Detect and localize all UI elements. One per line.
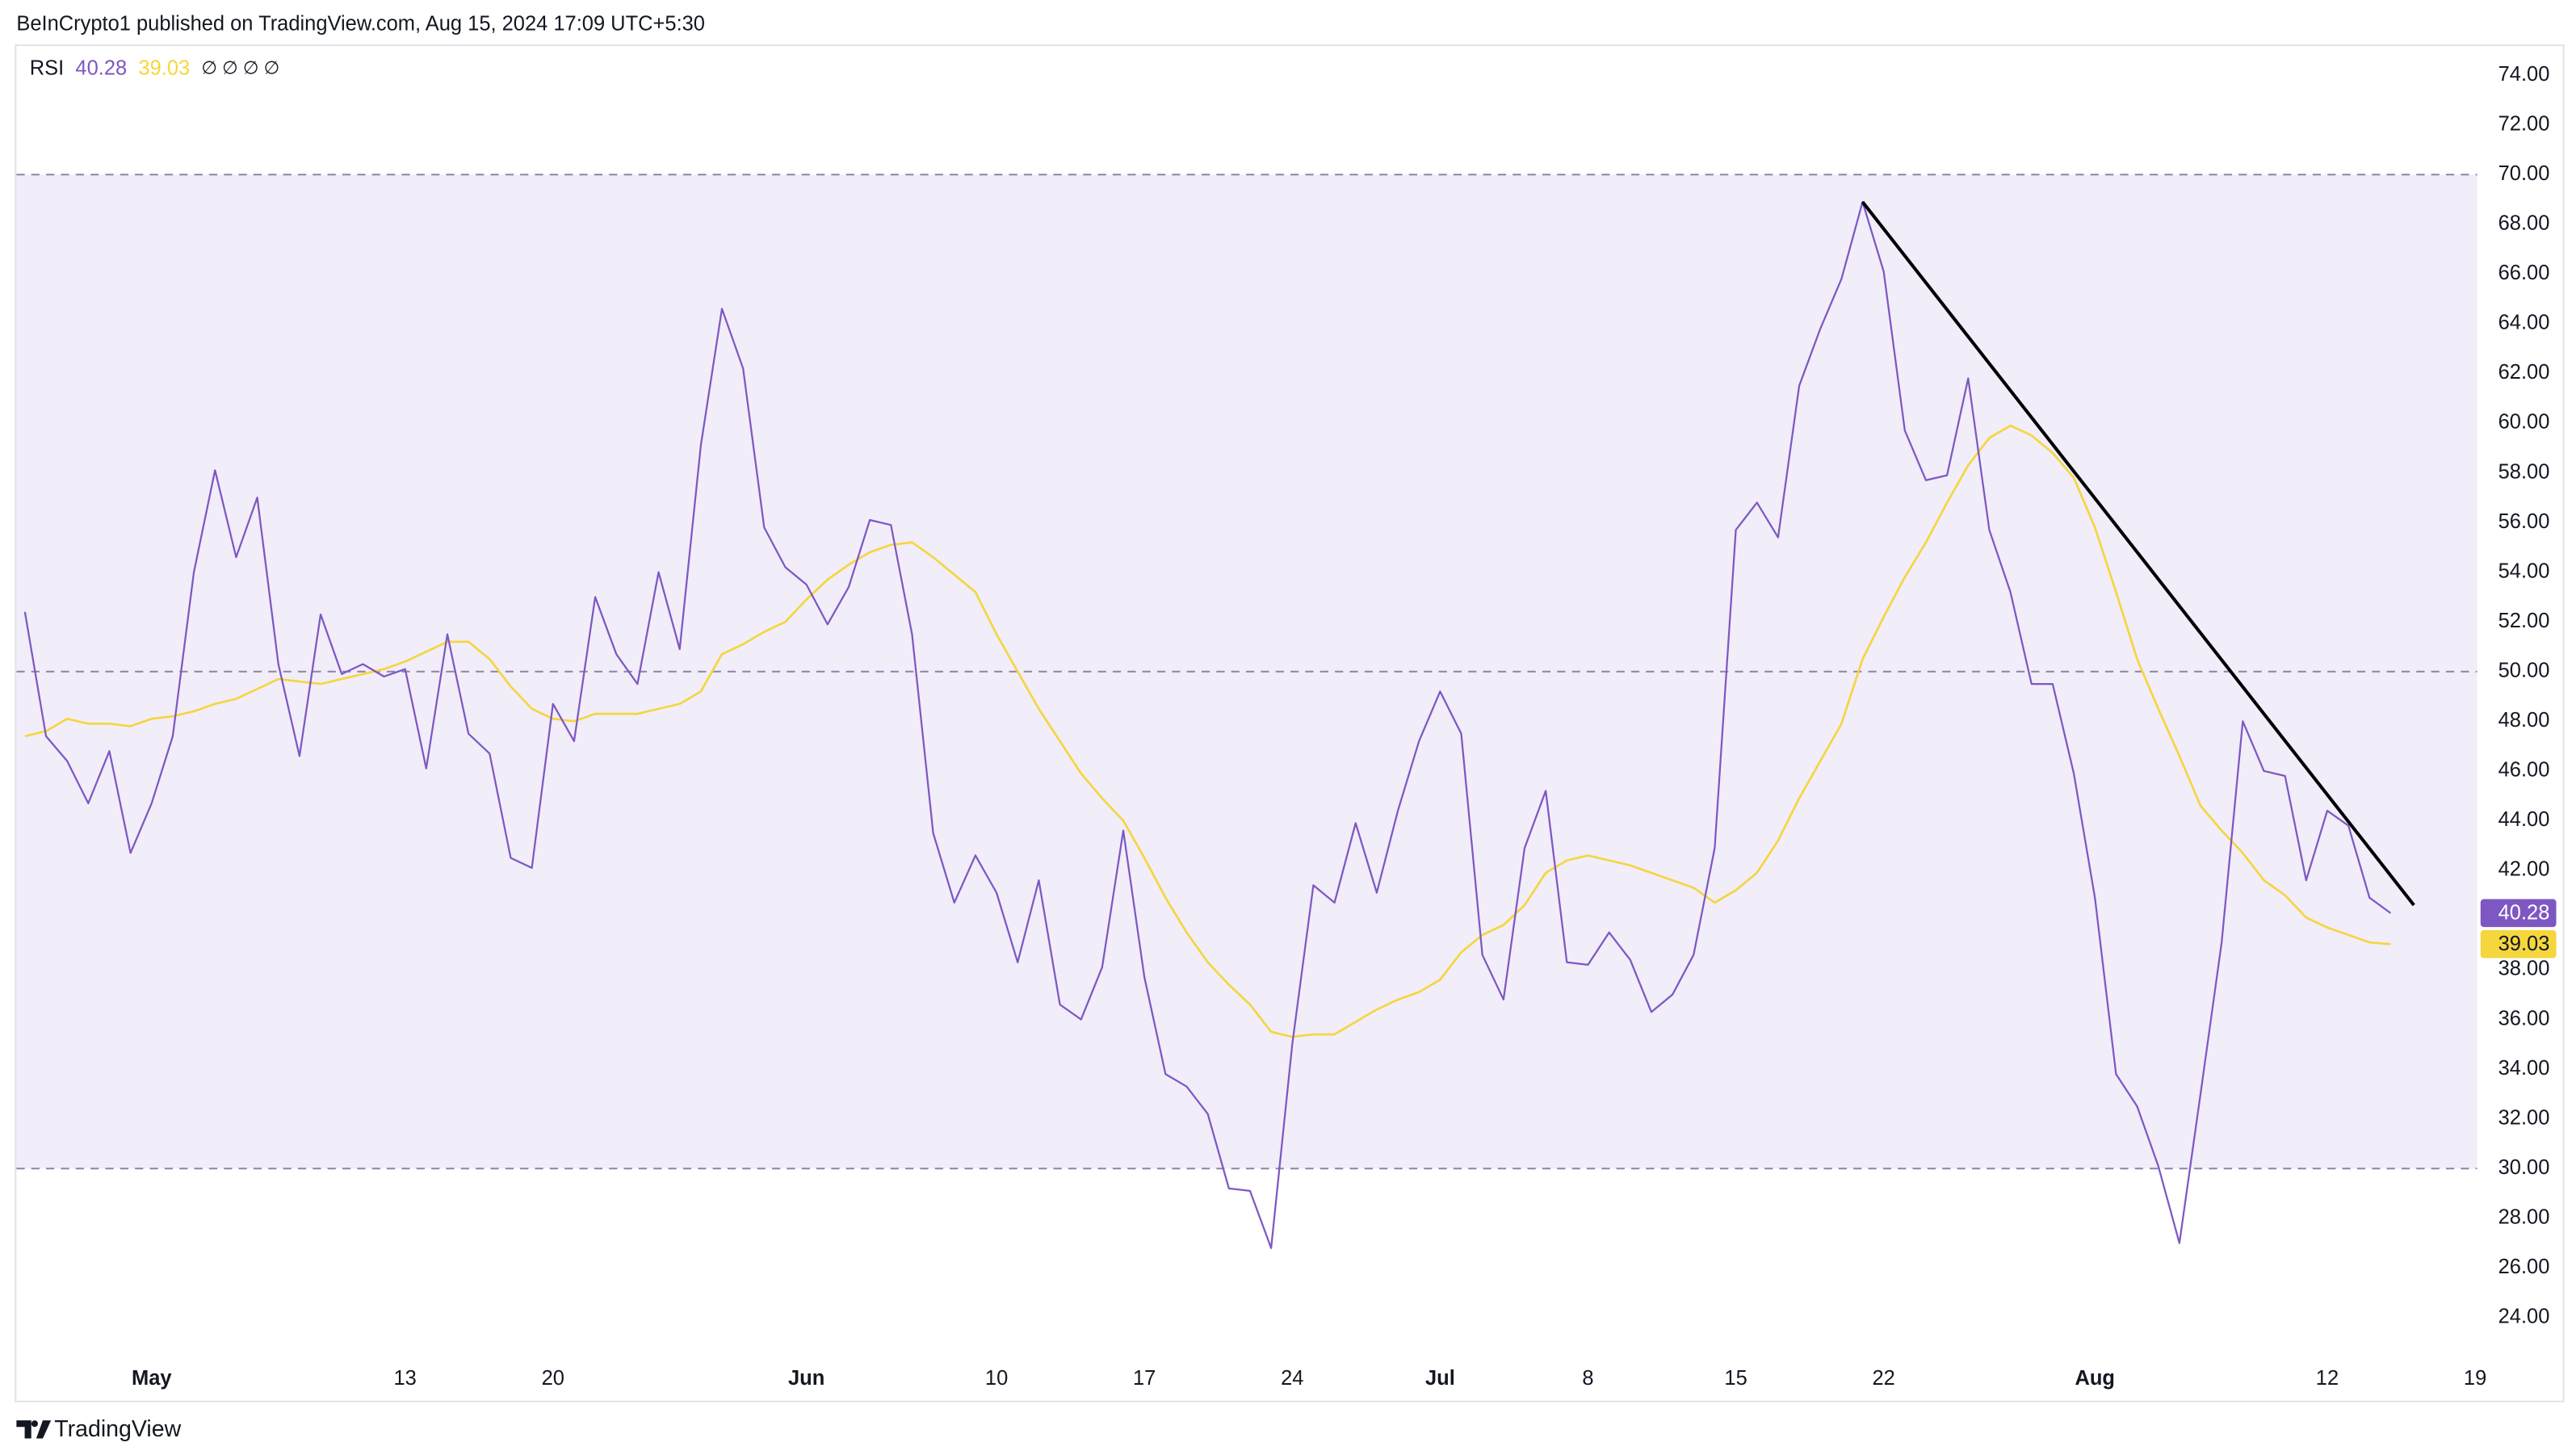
- y-tick-label: 72.00: [2498, 112, 2550, 135]
- y-tick-label: 44.00: [2498, 808, 2550, 831]
- y-tick-label: 50.00: [2498, 659, 2550, 681]
- y-tick-label: 52.00: [2498, 610, 2550, 632]
- x-tick-label: Jul: [1425, 1367, 1455, 1390]
- publish-header: BeInCrypto1 published on TradingView.com…: [16, 12, 705, 35]
- y-tick-label: 60.00: [2498, 411, 2550, 434]
- pane-border: [15, 44, 2565, 1403]
- last-value-label: 39.03: [2498, 933, 2550, 955]
- y-tick-label: 66.00: [2498, 262, 2550, 284]
- plot-layer: [16, 174, 2477, 1249]
- x-tick-label: 12: [2316, 1367, 2339, 1390]
- tv-logo: [16, 1420, 52, 1439]
- y-tick-label: 38.00: [2498, 958, 2550, 980]
- y-tick-label: 48.00: [2498, 709, 2550, 732]
- x-tick-label: 15: [1724, 1367, 1747, 1390]
- legend-value: 39.03: [138, 57, 190, 79]
- y-tick-label: 24.00: [2498, 1306, 2550, 1328]
- x-tick-label: 8: [1582, 1367, 1593, 1390]
- trendline: [1861, 200, 2415, 907]
- x-tick-label: 22: [1873, 1367, 1895, 1390]
- y-tick-label: 54.00: [2498, 560, 2550, 582]
- y-tick-label: 68.00: [2498, 212, 2550, 235]
- x-tick-label: 17: [1133, 1367, 1156, 1390]
- series-line: [24, 424, 2391, 1038]
- y-tick-label: 64.00: [2498, 312, 2550, 334]
- x-tick-label: 19: [2464, 1367, 2486, 1390]
- legend-icons: ∅ ∅ ∅ ∅: [201, 58, 279, 78]
- y-tick-label: 62.00: [2498, 361, 2550, 384]
- y-tick-label: 36.00: [2498, 1007, 2550, 1029]
- x-tick-label: 10: [985, 1367, 1008, 1390]
- last-value-box: [2480, 929, 2557, 958]
- series-line: [23, 200, 2392, 1249]
- y-tick-label: 56.00: [2498, 510, 2550, 533]
- y-tick-label: 74.00: [2498, 63, 2550, 86]
- x-tick-label: Aug: [2075, 1367, 2115, 1390]
- x-tick-label: 13: [394, 1367, 417, 1390]
- x-tick-label: May: [132, 1367, 172, 1390]
- y-tick-label: 34.00: [2498, 1057, 2550, 1080]
- y-tick-label: 70.00: [2498, 162, 2550, 185]
- last-value-box: [2480, 899, 2557, 928]
- legend-value: 40.28: [75, 57, 127, 79]
- indicator-name: RSI: [30, 57, 64, 79]
- y-tick-label: 42.00: [2498, 858, 2550, 881]
- y-tick-label: 58.00: [2498, 460, 2550, 483]
- y-tick-label: 46.00: [2498, 759, 2550, 782]
- y-tick-label: 28.00: [2498, 1206, 2550, 1229]
- x-tick-label: Jun: [788, 1367, 824, 1390]
- x-tick-label: 20: [542, 1367, 564, 1390]
- x-tick-label: 24: [1281, 1367, 1303, 1390]
- y-tick-label: 32.00: [2498, 1106, 2550, 1129]
- y-tick-label: 30.00: [2498, 1156, 2550, 1179]
- last-value-label: 40.28: [2498, 902, 2550, 925]
- y-tick-label: 26.00: [2498, 1256, 2550, 1278]
- footer-brand: TradingView: [54, 1416, 181, 1442]
